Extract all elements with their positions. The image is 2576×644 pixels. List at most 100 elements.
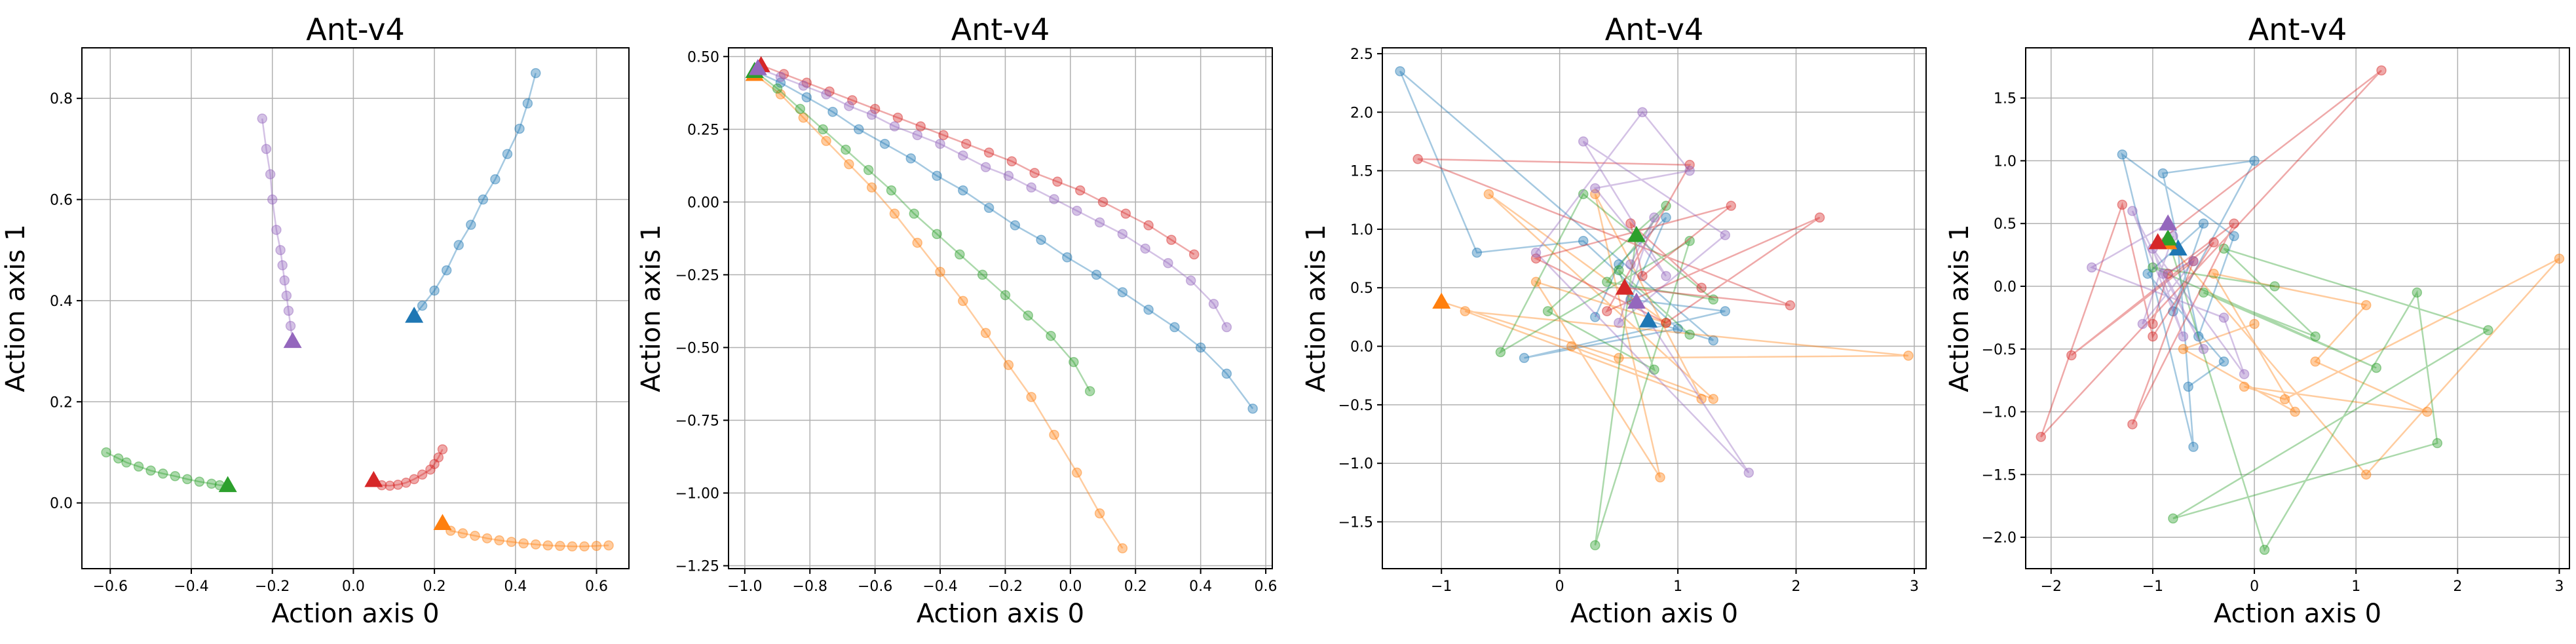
data-point [824,86,835,97]
data-point [983,202,994,214]
data-point [429,459,440,469]
data-point [1530,253,1542,264]
data-point [567,541,578,552]
data-point [866,109,877,120]
data-point [482,533,493,544]
data-point [2188,256,2199,267]
series-line [754,73,1124,549]
x-tick-label: −0.6 [93,578,128,595]
data-point [1743,467,1754,478]
series-line [1534,111,1750,474]
data-point [1026,392,1036,402]
data-point [257,113,267,124]
start-marker [283,331,302,349]
data-point [453,240,464,250]
data-point [1072,467,1082,478]
data-point [1120,208,1131,219]
data-point [1495,347,1506,358]
data-point [932,229,942,239]
data-point [1052,176,1063,187]
x-axis-label: Action axis 0 [271,599,439,629]
data-point [863,164,874,176]
data-point [2148,262,2158,273]
data-point [801,92,812,103]
data-point [530,539,541,550]
data-point [879,138,890,149]
data-point [261,143,272,155]
data-point [1143,304,1154,315]
chart-title: Ant-v4 [951,12,1050,47]
data-point [457,528,468,539]
y-tick-label: 0.8 [50,91,73,107]
start-marker [2159,214,2178,231]
x-tick-label: 0.4 [1189,578,1212,595]
x-tick-label: −0.8 [793,578,827,595]
data-point [912,130,923,140]
data-point [1684,236,1695,246]
x-tick-label: 0.6 [585,578,608,595]
data-point [1614,352,1624,364]
data-point [279,275,290,286]
y-tick-label: 0.50 [687,49,719,66]
series-red [373,444,448,491]
data-point [827,106,838,117]
start-marker [1432,292,1451,309]
data-point [1708,335,1718,346]
series-line [442,522,609,548]
x-tick-label: 0 [2250,578,2259,595]
data-point [2279,394,2290,405]
data-point [2036,432,2047,442]
start-marker [405,307,424,323]
data-point [772,83,783,94]
data-point [1578,236,1589,246]
data-point [478,194,489,205]
data-point [2208,237,2219,248]
y-tick-label: −1.25 [675,559,719,575]
y-tick-label: −1.5 [1982,467,2017,483]
data-point [206,478,217,489]
data-point [1661,318,1671,328]
data-point [542,540,554,551]
data-point [775,89,786,100]
y-tick-label: −2.0 [1982,530,2017,546]
x-tick-label: 0.2 [423,578,446,595]
y-tick-label: 1.5 [1350,164,1373,180]
y-tick-label: 1.0 [1994,153,2017,170]
data-point [915,121,926,132]
data-point [145,465,156,476]
data-point [502,149,513,159]
data-point [980,162,991,172]
data-point [2259,544,2270,556]
data-point [2148,331,2158,342]
data-point [2127,206,2138,216]
x-tick-label: 0.0 [1059,578,1082,595]
data-point [1720,230,1731,240]
start-marker [1638,311,1657,328]
data-point [2208,269,2219,279]
y-tick-label: 1.0 [1350,222,1373,238]
series-line [2121,152,2256,447]
data-point [170,471,181,482]
y-tick-label: 0.2 [50,394,73,411]
data-point [841,144,851,155]
data-point [1075,185,1086,196]
y-axis-label: Action axis 1 [1944,224,1975,392]
start-marker [748,59,767,75]
data-point [518,538,529,549]
data-point [1590,183,1601,194]
series-green [1495,189,1718,551]
data-point [2168,513,2178,524]
data-point [821,136,831,146]
data-point [905,153,917,164]
series-blue [754,70,1258,414]
data-point [1003,170,1014,181]
x-tick-label: −2 [2041,578,2062,595]
data-point [932,170,942,181]
data-point [854,124,864,135]
x-axis-label: Action axis 0 [2214,599,2381,629]
data-point [1637,271,1648,282]
data-point [441,265,452,276]
series-orange [754,73,1128,554]
series-line [373,449,444,487]
start-marker [1627,225,1646,242]
